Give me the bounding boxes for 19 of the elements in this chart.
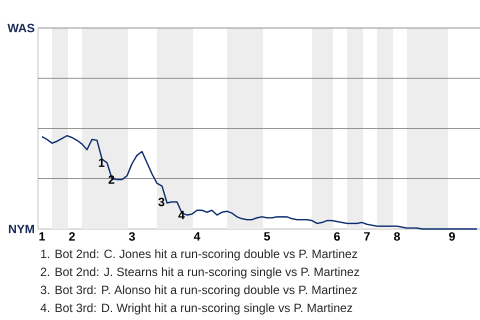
annotation: 2 [108,175,114,184]
x-tick-label: 7 [364,232,370,240]
text: WAS [7,24,34,32]
text: 2. Bot 2nd: J. Stearns hit a run-scoring single vs P. Martinez [40,267,360,278]
x-tick-label: 1 [39,232,46,240]
annotation: 3 [158,198,164,206]
x-tick-label: 5 [264,232,270,241]
x-tick-label: 3 [128,232,135,241]
annotation: 4 [178,210,185,220]
x-tick-label: 6 [334,232,340,241]
x-tick-label: 9 [449,232,455,241]
x-tick-label: 4 [194,232,200,240]
text: NYM [8,224,34,234]
x-tick-label: 2 [69,232,75,241]
text: 3. Bot 3rd: P. Alonso hit a run-scoring double vs P. Martinez [40,285,357,296]
text: 1. Bot 2nd: C. Jones hit a run-scoring double vs P. Martinez [41,249,358,260]
annotation: 1 [98,158,104,167]
text: 4. Bot 3rd: D. Wright hit a run-scoring single vs P. Martinez [40,303,352,314]
x-tick-label: 8 [394,232,400,241]
